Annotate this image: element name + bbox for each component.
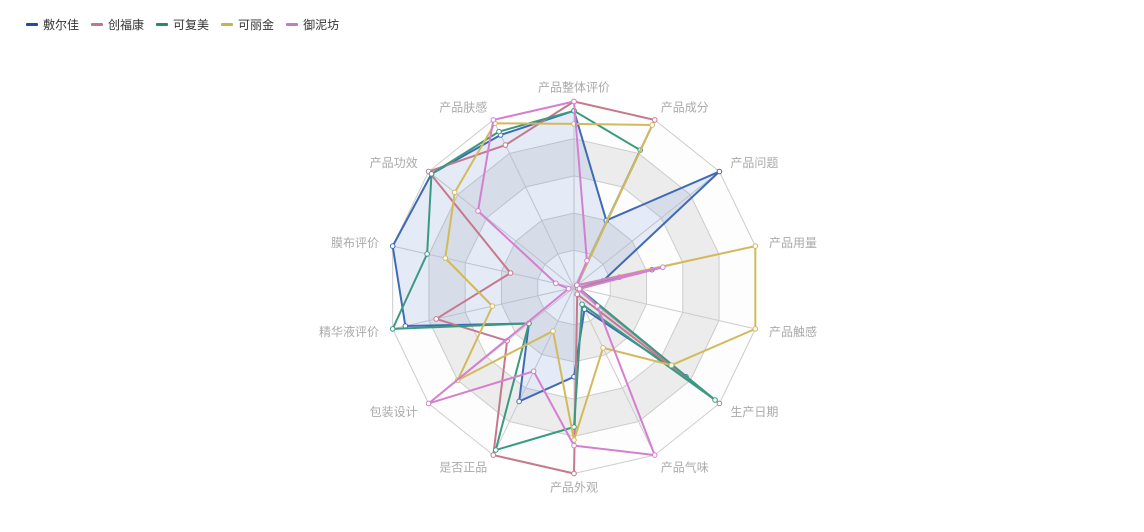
axis-line [573, 171, 720, 288]
series-4-point [584, 257, 590, 264]
series-4-point [576, 285, 583, 292]
series-3-point [600, 345, 606, 351]
series-2-point [579, 301, 585, 308]
legend-label: 敷尔佳 [43, 18, 80, 32]
axis-line [492, 119, 575, 288]
series-1-point [502, 142, 509, 148]
series-1-point [716, 400, 723, 407]
series-3-point [752, 243, 759, 249]
legend-label: 可复美 [173, 18, 210, 32]
axis-label: 产品气味 [661, 460, 709, 475]
series-2-point [492, 447, 499, 453]
axis-line [573, 287, 756, 330]
legend-item[interactable]: 敷尔佳 [26, 16, 79, 33]
legend-swatch [156, 23, 169, 26]
series-4-point [425, 400, 432, 407]
axis-line [392, 245, 575, 288]
legend-item[interactable]: 可复美 [156, 16, 209, 33]
series-4-point [565, 285, 572, 292]
axis-line [573, 287, 656, 456]
series-1-point [574, 291, 581, 298]
series-3-point [752, 326, 759, 332]
series-4-point [475, 208, 481, 214]
legend-label: 创福康 [108, 18, 145, 32]
series-1-point [490, 452, 497, 458]
series-1-point [571, 470, 577, 477]
axis-label: 产品外观 [550, 481, 598, 495]
axis-label: 精华液评价 [319, 324, 379, 339]
axis-label: 是否正品 [439, 461, 487, 475]
legend-item[interactable]: 御泥坊 [286, 16, 339, 33]
axis-label: 产品用量 [769, 236, 817, 250]
series-3-point [442, 255, 449, 261]
series-0-point [516, 398, 522, 405]
series-2-point [389, 326, 396, 332]
series-4-point [660, 264, 666, 271]
series-3-point [649, 122, 656, 128]
series-1-point [507, 270, 514, 276]
series-4-point [553, 280, 559, 287]
axis-label: 产品整体评价 [538, 80, 610, 95]
series-3-point [550, 328, 556, 334]
series-3-point [489, 303, 496, 309]
axis-line [392, 287, 575, 330]
series-1-point [651, 117, 658, 123]
legend: 敷尔佳 创福康 可复美 可丽金 御泥坊 [26, 16, 339, 33]
series-2-point [428, 171, 435, 177]
axis-label: 产品功效 [370, 155, 418, 170]
axis-label: 产品肤感 [439, 99, 487, 114]
series-3-point [451, 189, 458, 196]
axis-label: 膜布评价 [331, 236, 379, 250]
axis-label: 包装设计 [370, 405, 418, 419]
legend-item[interactable]: 创福康 [91, 16, 144, 33]
series-2-point [712, 397, 718, 403]
series-1-point [433, 316, 439, 322]
series-0-point [716, 168, 723, 175]
legend-label: 可丽金 [238, 18, 275, 32]
series-4-point [490, 117, 497, 123]
series-2-point [424, 251, 430, 257]
legend-swatch [91, 23, 104, 26]
legend-swatch [26, 23, 38, 26]
series-4-point [530, 368, 537, 375]
legend-item[interactable]: 可丽金 [221, 16, 274, 33]
legend-swatch [286, 23, 299, 26]
axis-label: 产品触感 [769, 324, 817, 339]
series-4-point [651, 452, 658, 458]
series-4-point [571, 98, 577, 105]
series-4-point [594, 303, 601, 309]
legend-label: 御泥坊 [303, 18, 340, 32]
series-2-point [496, 128, 502, 135]
axis-label: 产品问题 [730, 156, 778, 170]
legend-swatch [221, 23, 234, 26]
series-0-point [389, 243, 396, 249]
axis-label: 产品成分 [661, 100, 709, 114]
series-3-point [668, 362, 675, 368]
series-4-point [571, 442, 577, 449]
axis-label: 生产日期 [730, 405, 778, 419]
